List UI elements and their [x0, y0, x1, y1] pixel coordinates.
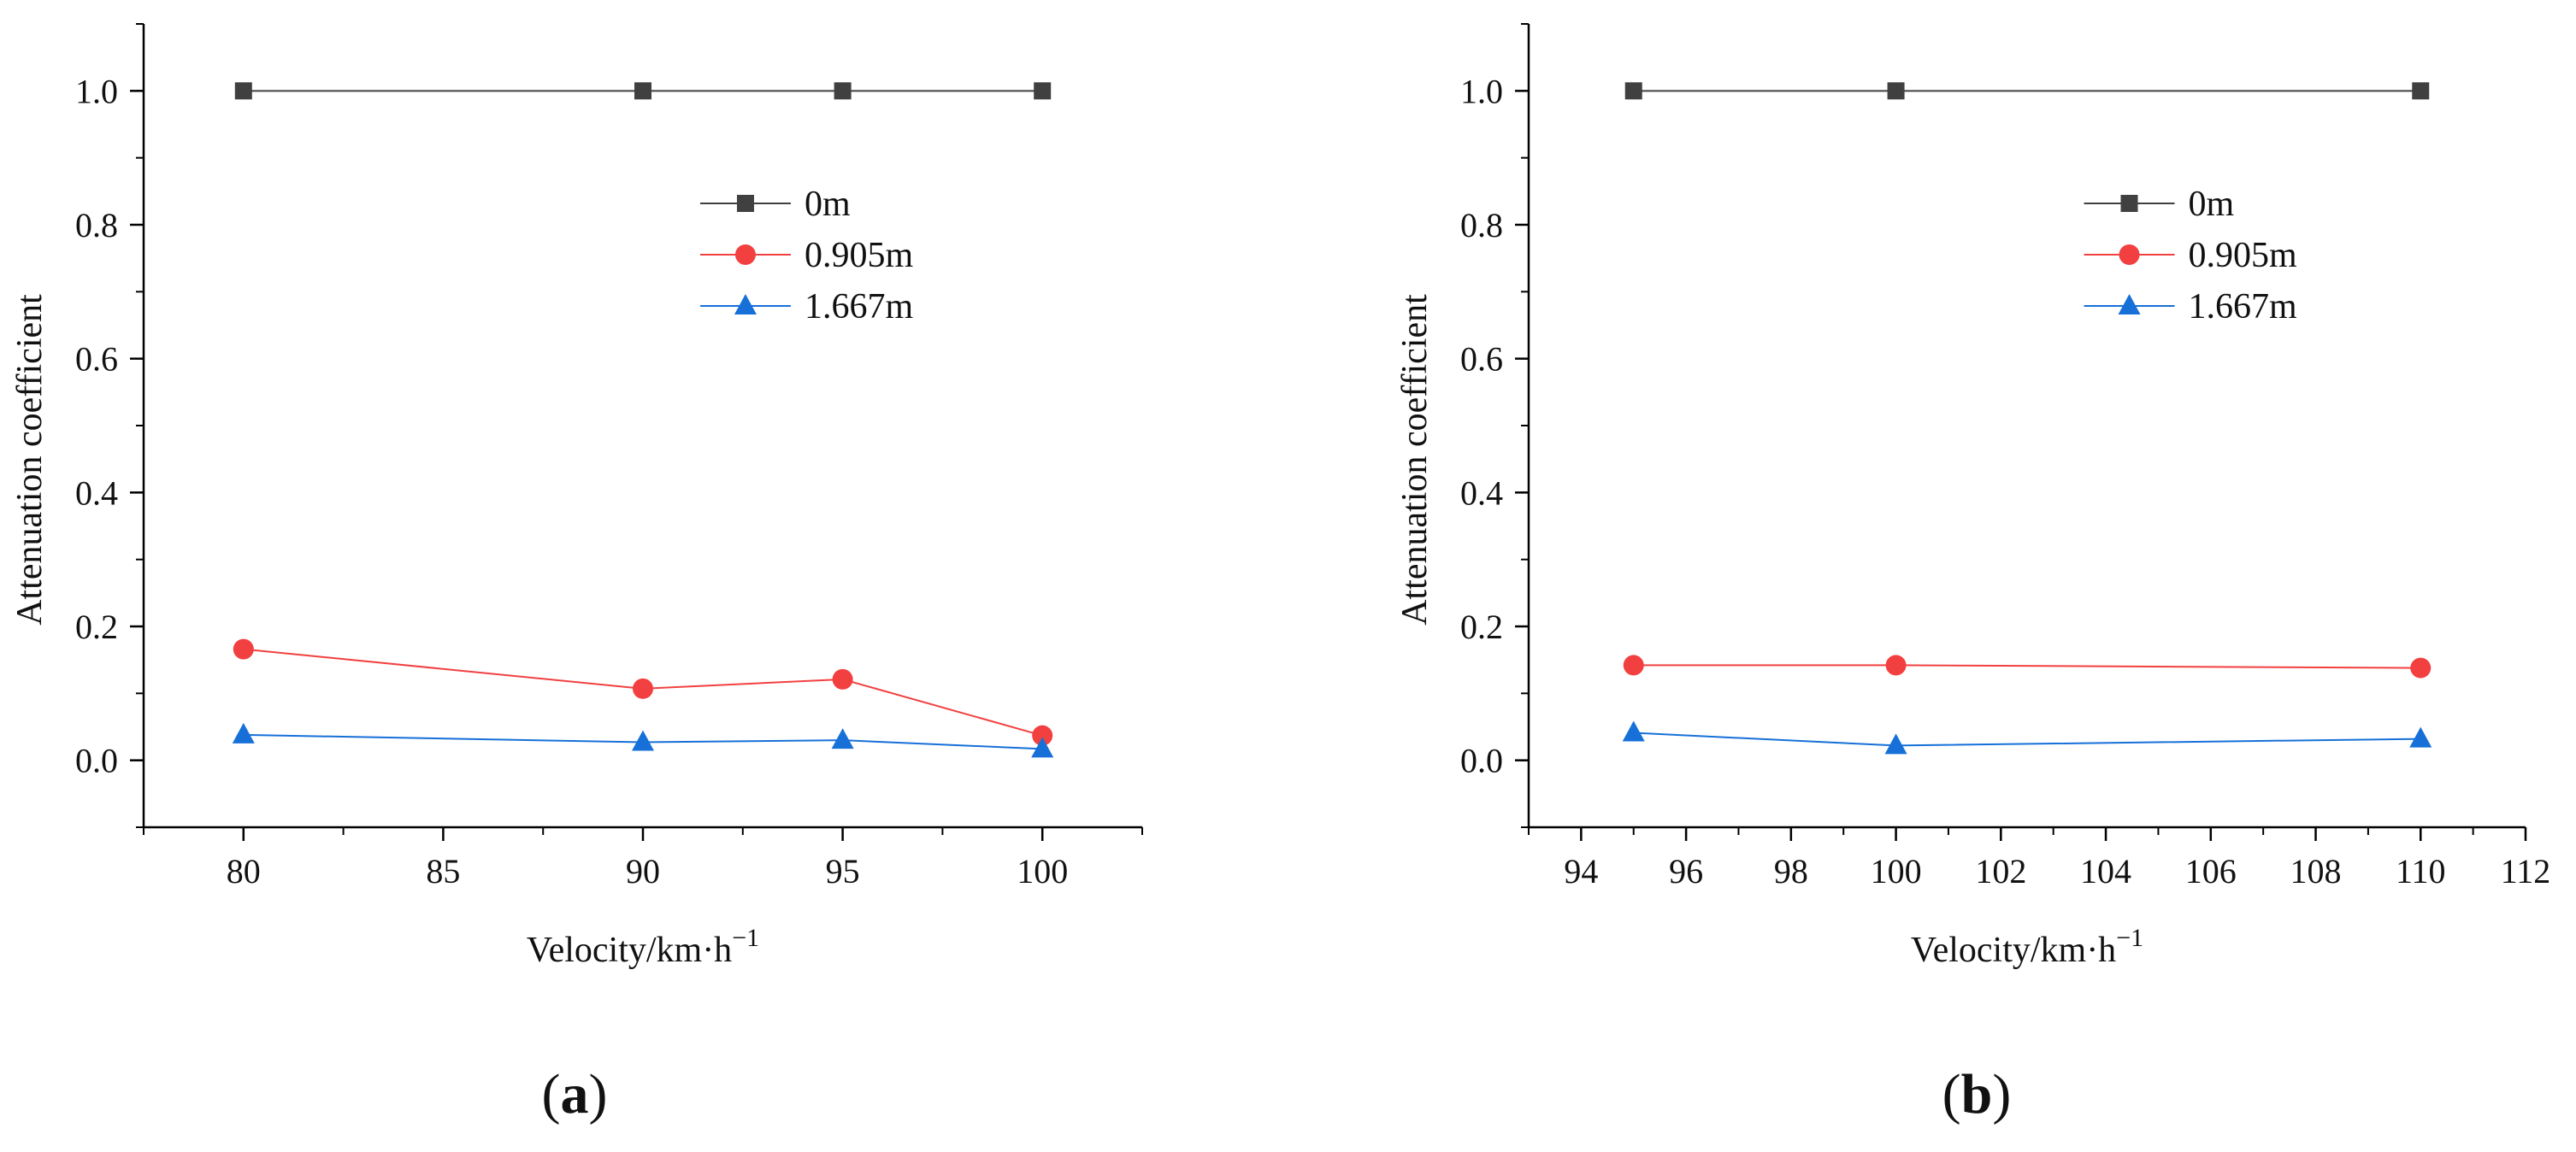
- y-tick-label: 0.0: [75, 742, 118, 780]
- data-point-0.905m: [233, 638, 254, 660]
- chart-panel-a: 0.0 0.2 0.4 0.6 0.8 1.0 80 85 90 95 100 Velocity/km…: [10, 23, 1143, 1126]
- y-axis-label: Attenuation coefficient: [10, 294, 50, 626]
- series-line-0.905m: [243, 648, 1043, 737]
- data-point-1.667m: [1884, 733, 1907, 755]
- data-point-0.905m: [1032, 725, 1053, 746]
- data-point-1.667m: [632, 730, 654, 751]
- data-point-0m: [1034, 82, 1052, 100]
- legend-item-0.905m: 0.905m: [2084, 236, 2298, 275]
- x-tick-label: 94: [1564, 852, 1598, 890]
- legend-label: 0.905m: [2189, 236, 2298, 275]
- legend-label: 0.905m: [805, 236, 913, 275]
- y-tick-label: 0.8: [1460, 206, 1503, 244]
- data-point-0.905m: [1623, 655, 1644, 676]
- data-point-0.905m: [2410, 657, 2432, 679]
- data-point-0m: [634, 82, 651, 100]
- y-tick-label: 0.0: [1460, 742, 1503, 780]
- panel-label-close-paren: ): [589, 1063, 608, 1126]
- legend-item-0.905m: 0.905m: [699, 236, 913, 275]
- legend-label: 1.667m: [805, 287, 913, 326]
- legend-marker: [2118, 294, 2141, 314]
- panel-label-letter: b: [1961, 1063, 1993, 1126]
- legend-item-0m: 0m: [699, 185, 851, 224]
- data-point-0m: [834, 82, 852, 100]
- y-tick-label: 0.4: [1460, 473, 1503, 512]
- y-tick-label: 0.2: [75, 608, 118, 646]
- y-axis-label: Attenuation coefficient: [1395, 294, 1435, 626]
- series-line-1.667m: [1633, 732, 2421, 747]
- legend-marker: [734, 244, 756, 265]
- x-axis-label-superscript: −1: [732, 924, 759, 952]
- x-tick-label: 110: [2396, 852, 2446, 890]
- y-tick-label: 0.6: [75, 340, 118, 379]
- data-point-1.667m: [232, 722, 255, 744]
- legend-label: 1.667m: [2189, 287, 2298, 326]
- data-point-0.905m: [1885, 655, 1907, 676]
- data-point-1.667m: [831, 728, 854, 749]
- data-point-0m: [1624, 82, 1642, 100]
- y-tick-label: 0.8: [75, 206, 118, 244]
- x-tick-label: 100: [1017, 852, 1068, 890]
- legend-item-1.667m: 1.667m: [2084, 287, 2298, 326]
- x-tick-label: 112: [2501, 852, 2551, 890]
- legend-marker: [2120, 195, 2138, 212]
- panel-label: (a): [542, 1063, 608, 1126]
- series-line-0.905m: [1633, 664, 2421, 669]
- panel-label: (b): [1942, 1063, 2012, 1126]
- x-axis-label: Velocity/km·h−1: [1911, 924, 2143, 970]
- x-tick-label: 102: [1975, 852, 2026, 890]
- legend-marker: [734, 294, 757, 314]
- data-point-1.667m: [2409, 726, 2432, 748]
- y-tick-label: 0.2: [1460, 608, 1503, 646]
- x-tick-label: 85: [426, 852, 460, 890]
- legend-marker: [736, 195, 754, 212]
- data-point-0m: [2412, 82, 2430, 100]
- legend-marker: [2119, 244, 2140, 265]
- data-point-1.667m: [1622, 720, 1645, 742]
- x-tick-label: 95: [826, 852, 860, 890]
- x-tick-label: 106: [2185, 852, 2237, 890]
- x-axis-label-text: Velocity/km·h: [1911, 931, 2116, 970]
- x-axis-label-superscript: −1: [2116, 924, 2143, 952]
- legend-item-1.667m: 1.667m: [699, 287, 913, 326]
- x-tick-label: 98: [1774, 852, 1808, 890]
- data-point-0m: [1887, 82, 1905, 100]
- panel-label-close-paren: ): [1992, 1063, 2011, 1126]
- data-point-0.905m: [832, 668, 853, 690]
- x-tick-label: 100: [1871, 852, 1922, 890]
- x-tick-label: 108: [2290, 852, 2342, 890]
- series-line-1.667m: [243, 733, 1043, 750]
- x-tick-label: 96: [1669, 852, 1703, 890]
- y-tick-label: 1.0: [75, 72, 118, 110]
- legend-label: 0m: [2189, 185, 2235, 224]
- panel-label-letter: a: [561, 1063, 589, 1126]
- x-axis-label-text: Velocity/km·h: [527, 931, 732, 970]
- legend-label: 0m: [805, 185, 851, 224]
- legend-item-0m: 0m: [2084, 185, 2235, 224]
- panel-label-open-paren: (: [1942, 1063, 1961, 1126]
- x-axis-label: Velocity/km·h−1: [527, 924, 759, 970]
- data-point-0m: [234, 82, 252, 100]
- chart-panel-b: 0.0 0.2 0.4 0.6 0.8 1.0 94 96 98 100 102 104 106 108 1…: [1395, 23, 2551, 1126]
- x-tick-label: 80: [227, 852, 261, 890]
- data-point-1.667m: [1031, 737, 1054, 758]
- x-tick-label: 104: [2080, 852, 2131, 890]
- y-tick-label: 0.4: [75, 473, 118, 512]
- y-tick-label: 0.6: [1460, 340, 1503, 379]
- panel-label-open-paren: (: [542, 1063, 561, 1126]
- y-tick-label: 1.0: [1460, 72, 1503, 110]
- x-tick-label: 90: [626, 852, 660, 890]
- data-point-0.905m: [633, 678, 653, 699]
